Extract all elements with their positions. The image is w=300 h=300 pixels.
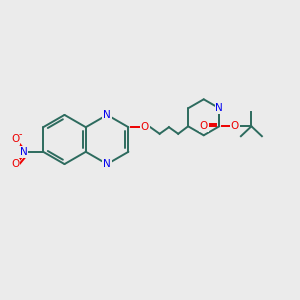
Text: O: O [11, 134, 20, 144]
Text: N: N [20, 147, 28, 157]
Text: -: - [19, 129, 22, 139]
Text: O: O [11, 159, 20, 170]
Text: O: O [200, 121, 208, 131]
Text: N: N [103, 110, 111, 120]
Text: N: N [215, 103, 223, 113]
Text: N: N [103, 159, 111, 169]
Text: O: O [141, 122, 149, 132]
Text: O: O [231, 121, 239, 131]
